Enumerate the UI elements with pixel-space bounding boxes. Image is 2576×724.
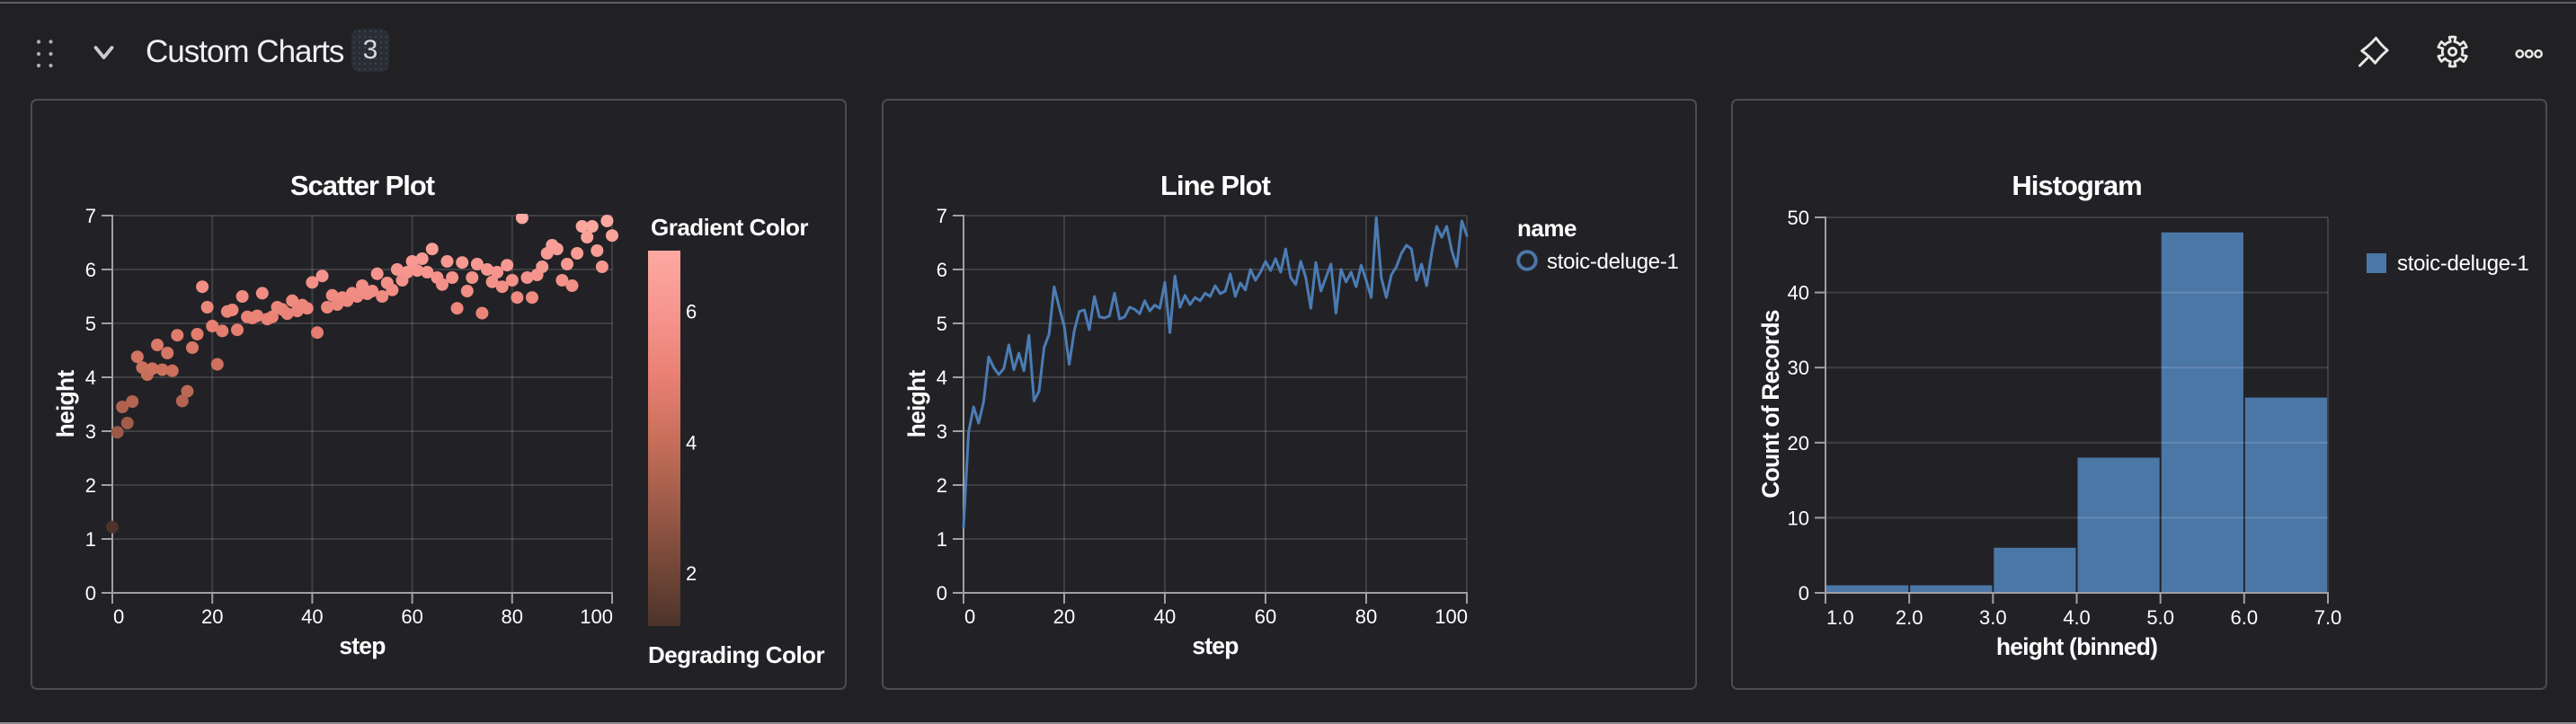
svg-text:Scatter Plot: Scatter Plot bbox=[290, 170, 435, 201]
svg-text:60: 60 bbox=[1255, 605, 1276, 628]
svg-text:3: 3 bbox=[85, 420, 96, 443]
svg-text:30: 30 bbox=[1788, 357, 1809, 379]
svg-text:50: 50 bbox=[1788, 207, 1809, 229]
svg-text:20: 20 bbox=[201, 605, 223, 628]
svg-text:0: 0 bbox=[85, 582, 96, 605]
svg-text:0: 0 bbox=[964, 605, 975, 628]
svg-text:0: 0 bbox=[1799, 582, 1809, 605]
svg-text:5: 5 bbox=[85, 313, 96, 335]
svg-text:6: 6 bbox=[85, 259, 96, 281]
svg-text:2: 2 bbox=[85, 474, 96, 497]
svg-text:name: name bbox=[1517, 215, 1577, 242]
svg-text:4: 4 bbox=[686, 431, 697, 454]
svg-text:Histogram: Histogram bbox=[2012, 170, 2141, 201]
svg-text:7: 7 bbox=[937, 205, 947, 227]
svg-text:20: 20 bbox=[1053, 605, 1075, 628]
svg-text:40: 40 bbox=[1788, 282, 1809, 305]
svg-text:0: 0 bbox=[113, 605, 124, 628]
svg-text:height: height bbox=[903, 370, 930, 438]
svg-text:height: height bbox=[52, 370, 79, 438]
svg-text:6: 6 bbox=[937, 259, 947, 281]
svg-text:height (binned): height (binned) bbox=[1996, 633, 2157, 660]
svg-text:4: 4 bbox=[85, 366, 96, 389]
svg-text:2: 2 bbox=[937, 474, 947, 497]
svg-text:2.0: 2.0 bbox=[1896, 606, 1923, 629]
svg-text:3: 3 bbox=[937, 420, 947, 443]
svg-text:100: 100 bbox=[580, 605, 613, 628]
svg-text:3.0: 3.0 bbox=[1979, 606, 2007, 629]
svg-text:stoic-deluge-1: stoic-deluge-1 bbox=[1547, 250, 1679, 274]
svg-text:6.0: 6.0 bbox=[2231, 606, 2259, 629]
svg-text:Count of Records: Count of Records bbox=[1757, 310, 1784, 499]
svg-text:4: 4 bbox=[937, 366, 947, 389]
svg-text:0: 0 bbox=[937, 582, 947, 605]
svg-text:10: 10 bbox=[1788, 507, 1809, 529]
svg-text:Line Plot: Line Plot bbox=[1160, 170, 1271, 201]
svg-text:100: 100 bbox=[1435, 605, 1468, 628]
svg-text:40: 40 bbox=[1154, 605, 1176, 628]
svg-text:40: 40 bbox=[301, 605, 323, 628]
svg-text:step: step bbox=[339, 632, 386, 659]
svg-text:Gradient Color: Gradient Color bbox=[651, 214, 808, 241]
svg-text:80: 80 bbox=[1355, 605, 1377, 628]
svg-text:7: 7 bbox=[85, 205, 96, 227]
svg-text:7.0: 7.0 bbox=[2314, 606, 2342, 629]
svg-text:5: 5 bbox=[937, 313, 947, 335]
svg-text:4.0: 4.0 bbox=[2063, 606, 2091, 629]
svg-text:Degrading Color: Degrading Color bbox=[648, 641, 825, 668]
svg-text:1: 1 bbox=[937, 528, 947, 551]
svg-text:5.0: 5.0 bbox=[2146, 606, 2174, 629]
svg-text:1.0: 1.0 bbox=[1826, 606, 1854, 629]
svg-text:step: step bbox=[1192, 632, 1239, 659]
svg-text:1: 1 bbox=[85, 528, 96, 551]
svg-text:6: 6 bbox=[686, 301, 697, 323]
svg-text:stoic-deluge-1: stoic-deluge-1 bbox=[2397, 252, 2529, 276]
svg-text:20: 20 bbox=[1788, 432, 1809, 455]
svg-text:2: 2 bbox=[686, 562, 697, 585]
svg-text:60: 60 bbox=[401, 605, 422, 628]
svg-text:80: 80 bbox=[502, 605, 523, 628]
